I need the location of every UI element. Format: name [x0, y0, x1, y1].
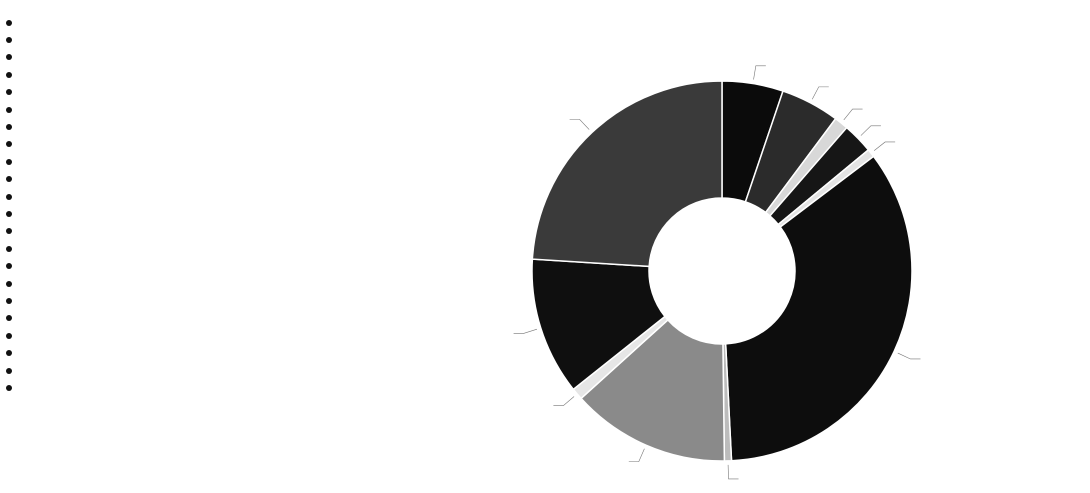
- legend-swatch: [6, 37, 12, 44]
- legend-swatch: [6, 367, 12, 374]
- legend-item: [6, 275, 336, 292]
- legend-swatch: [6, 228, 12, 235]
- legend-items: [6, 14, 336, 397]
- legend-item: [6, 66, 336, 83]
- legend-swatch: [6, 19, 12, 26]
- donut-slices: [531, 80, 913, 462]
- legend-swatch: [6, 176, 12, 183]
- legend-item: [6, 31, 336, 48]
- slice-leader-line: [513, 328, 538, 334]
- legend-swatch: [6, 280, 12, 287]
- legend-item: [6, 136, 336, 153]
- legend-item: [6, 223, 336, 240]
- legend-item: [6, 14, 336, 31]
- legend-item: [6, 205, 336, 222]
- legend-item: [6, 101, 336, 118]
- legend-swatch: [6, 106, 12, 113]
- legend-swatch: [6, 210, 12, 217]
- legend-item: [6, 49, 336, 66]
- legend-item: [6, 118, 336, 135]
- legend-item: [6, 362, 336, 379]
- slice-leader-line: [727, 464, 739, 480]
- slice-labels: [513, 65, 921, 480]
- legend-swatch: [6, 245, 12, 252]
- legend-swatch: [6, 89, 12, 96]
- slice-leader-line: [860, 125, 881, 136]
- slice-leader-line: [753, 65, 766, 80]
- slice-leader-line: [873, 141, 896, 151]
- legend-swatch: [6, 297, 12, 304]
- slice-leader-line: [553, 396, 575, 406]
- legend-swatch: [6, 158, 12, 165]
- legend-item: [6, 327, 336, 344]
- legend-item: [6, 171, 336, 188]
- legend-swatch: [6, 141, 12, 148]
- legend-swatch: [6, 124, 12, 131]
- slice-leader-line: [897, 352, 921, 360]
- legend-item: [6, 344, 336, 361]
- legend-item: [6, 84, 336, 101]
- legend-swatch: [6, 71, 12, 78]
- legend-swatch: [6, 315, 12, 322]
- slice-leader-line: [811, 86, 829, 100]
- legend-item: [6, 257, 336, 274]
- legend-item: [6, 188, 336, 205]
- chart-legend: [6, 4, 336, 397]
- legend-item: [6, 310, 336, 327]
- legend-swatch: [6, 263, 12, 270]
- legend-swatch: [6, 54, 12, 61]
- slice-leader-line: [569, 119, 590, 130]
- donut-hole: [649, 198, 795, 344]
- legend-swatch: [6, 350, 12, 357]
- slice-leader-line: [843, 108, 863, 121]
- legend-item: [6, 292, 336, 309]
- legend-swatch: [6, 332, 12, 339]
- legend-swatch: [6, 193, 12, 200]
- legend-item: [6, 240, 336, 257]
- slice-leader-line: [628, 448, 645, 462]
- legend-swatch: [6, 384, 12, 391]
- legend-item: [6, 153, 336, 170]
- legend-item: [6, 379, 336, 396]
